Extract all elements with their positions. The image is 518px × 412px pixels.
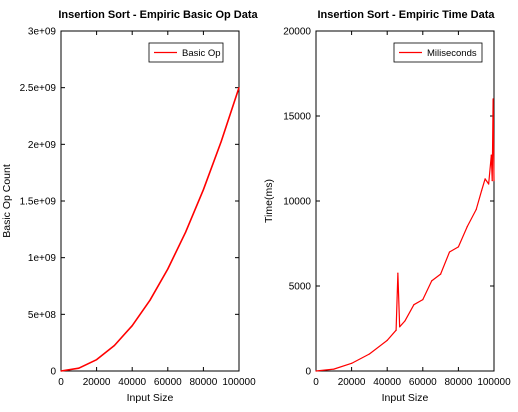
- y-tick-label: 2.5e+09: [20, 83, 57, 94]
- series-line-0: [60, 87, 240, 372]
- x-tick-label: 100000: [477, 377, 511, 388]
- data-point: [220, 140, 222, 143]
- x-tick-label: 0: [313, 377, 319, 388]
- y-tick-label: 3e+09: [28, 27, 57, 38]
- series-line-0: [315, 98, 495, 372]
- data-point: [466, 225, 468, 228]
- data-point: [475, 208, 477, 211]
- data-point: [149, 299, 151, 301]
- y-tick-label: 10000: [283, 197, 311, 208]
- data-point: [484, 178, 486, 180]
- data-point: [399, 326, 401, 328]
- legend: Basic Op: [148, 42, 224, 63]
- data-point: [368, 353, 370, 355]
- data-point: [386, 339, 388, 341]
- data-point: [491, 180, 493, 182]
- data-point: [413, 304, 415, 306]
- data-point: [333, 368, 335, 370]
- legend-label: Basic Op: [182, 48, 221, 59]
- x-tick-label: 20000: [338, 377, 366, 388]
- y-tick-label: 0: [305, 367, 311, 378]
- y-axis-label: Basic Op Count: [1, 164, 13, 238]
- data-point: [490, 154, 492, 156]
- data-point: [78, 367, 80, 369]
- data-point: [457, 246, 459, 248]
- data-point: [493, 180, 495, 182]
- plot-frame: [60, 30, 240, 372]
- chart-title: Insertion Sort - Empiric Time Data: [317, 9, 495, 21]
- data-point: [431, 280, 433, 282]
- y-tick-label: 1.5e+09: [20, 197, 57, 208]
- data-point: [60, 370, 62, 372]
- x-tick-label: 80000: [444, 377, 472, 388]
- data-point: [131, 325, 133, 327]
- data-point: [492, 98, 494, 100]
- data-point: [480, 190, 483, 192]
- x-tick-label: 60000: [154, 377, 182, 388]
- x-tick-label: 20000: [83, 377, 111, 388]
- y-tick-label: 15000: [283, 112, 311, 123]
- data-point: [238, 87, 240, 89]
- data-point: [167, 268, 169, 270]
- data-point: [351, 362, 353, 364]
- legend-box: [148, 42, 224, 63]
- data-point: [448, 251, 451, 253]
- y-tick-label: 2e+09: [28, 140, 57, 151]
- y-axis-label: Time(ms): [263, 179, 275, 223]
- chart-1: Insertion Sort - Empiric Time Data 0 20000…: [263, 9, 511, 404]
- x-tick-label: 0: [58, 377, 64, 388]
- legend: Miliseconds: [393, 42, 483, 63]
- y-tick-label: 1e+09: [28, 253, 57, 264]
- legend-label: Miliseconds: [427, 48, 477, 59]
- x-axis-label: Input Size: [127, 392, 174, 404]
- data-point: [202, 189, 204, 191]
- data-point: [96, 359, 98, 361]
- data-point: [113, 344, 115, 347]
- x-tick-label: 80000: [189, 377, 217, 388]
- y-tick-label: 5e+08: [28, 310, 57, 321]
- data-point: [395, 329, 397, 331]
- chart-0: Insertion Sort - Empiric Basic Op Data 0 2…: [1, 9, 259, 404]
- data-point: [185, 231, 187, 233]
- data-point: [404, 320, 406, 322]
- y-tick-label: 20000: [283, 27, 311, 38]
- data-point: [397, 272, 399, 274]
- x-tick-label: 40000: [373, 377, 401, 388]
- y-tick-label: 0: [50, 367, 56, 378]
- data-point: [488, 183, 490, 185]
- y-tick-label: 5000: [289, 282, 312, 293]
- data-point: [315, 370, 317, 372]
- x-tick-label: 40000: [118, 377, 146, 388]
- chart-title: Insertion Sort - Empiric Basic Op Data: [58, 9, 258, 21]
- x-tick-label: 100000: [222, 377, 256, 388]
- legend-box: [393, 42, 483, 63]
- data-point: [422, 299, 424, 301]
- x-axis-label: Input Size: [382, 392, 429, 404]
- x-tick-label: 60000: [409, 377, 437, 388]
- data-point: [440, 273, 442, 275]
